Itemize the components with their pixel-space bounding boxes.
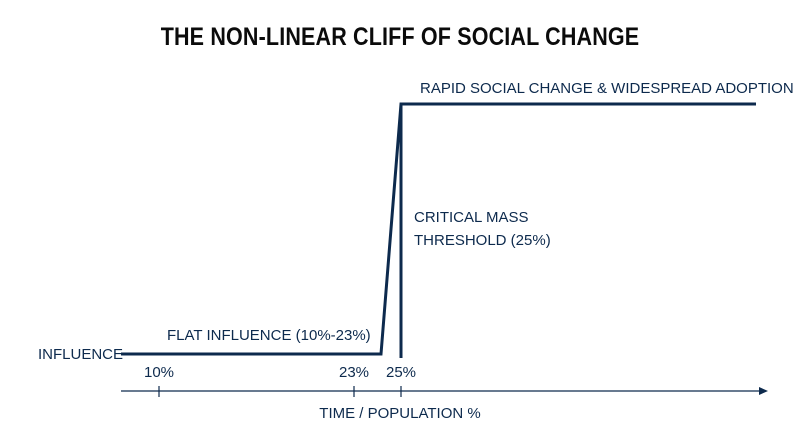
critical-mass-annotation-line1: CRITICAL MASS (414, 209, 528, 226)
x-axis-label: TIME / POPULATION % (319, 405, 480, 422)
flat-influence-annotation: FLAT INFLUENCE (10%-23%) (167, 327, 371, 344)
critical-mass-annotation-line2: THRESHOLD (25%) (414, 232, 551, 249)
x-axis-arrowhead (759, 387, 768, 395)
x-tick-label-23: 23% (339, 364, 369, 381)
y-axis-label: INFLUENCE (38, 346, 123, 363)
x-tick-label-10: 10% (144, 364, 174, 381)
x-tick-label-25: 25% (386, 364, 416, 381)
chart-title: THE NON-LINEAR CLIFF OF SOCIAL CHANGE (161, 22, 640, 50)
influence-curve (121, 102, 756, 356)
rapid-change-annotation: RAPID SOCIAL CHANGE & WIDESPREAD ADOPTIO… (420, 80, 794, 97)
